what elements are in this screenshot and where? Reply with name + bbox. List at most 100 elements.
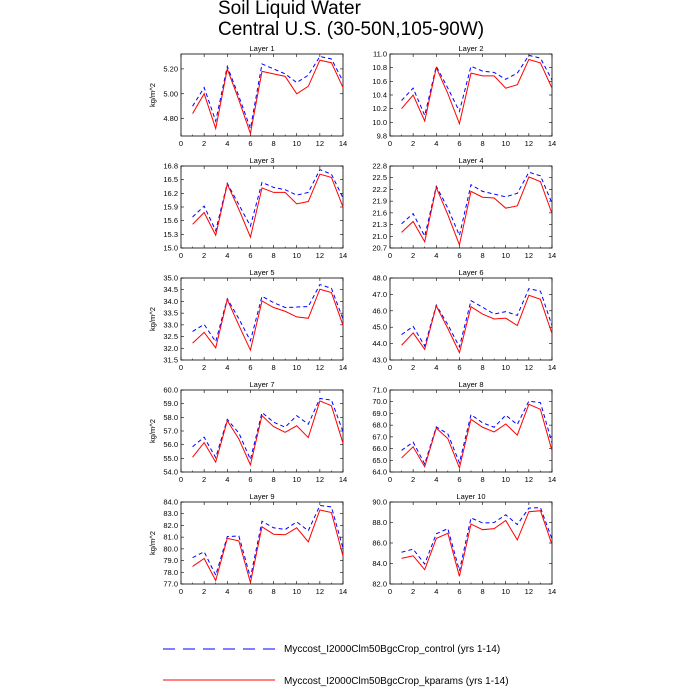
layer-9-ytick-label: 83.0 <box>163 509 178 518</box>
layer-10-xtick-label: 6 <box>457 587 461 596</box>
layer-5-ytick-label: 31.5 <box>163 356 178 365</box>
layer-1-xtick-label: 14 <box>339 139 347 148</box>
layer-1-title: Layer 1 <box>249 44 274 53</box>
layer-2-xtick-label: 0 <box>388 139 392 148</box>
layer-10-ytick-label: 86.0 <box>372 539 387 548</box>
title-line-1: Soil Liquid Water <box>218 0 361 19</box>
layer-3-xtick-label: 0 <box>179 251 183 260</box>
layer-5-ytick-label: 33.0 <box>163 320 178 329</box>
layer-1-ytick-label: 4.80 <box>163 114 178 123</box>
layer-1-ytick-label: 5.20 <box>163 64 178 73</box>
layer-3-series-control <box>192 169 344 233</box>
layer-1-ylabel: kg/m^2 <box>148 83 157 107</box>
layer-1-xtick-label: 12 <box>316 139 324 148</box>
layer-2-ytick-label: 10.8 <box>372 63 387 72</box>
layer-4-xtick-label: 8 <box>480 251 484 260</box>
layer-8-ytick-label: 64.0 <box>372 468 387 477</box>
layer-7-ytick-label: 57.0 <box>163 427 178 436</box>
layer-8-series-kparams <box>401 403 553 470</box>
layer-3-ytick-label: 16.2 <box>163 189 178 198</box>
layer-6-ytick-label: 47.0 <box>372 290 387 299</box>
layer-9-ylabel: kg/m^2 <box>148 531 157 555</box>
layer-5-xtick-label: 4 <box>225 363 229 372</box>
layer-9-xtick-label: 2 <box>202 587 206 596</box>
layer-2-ytick-label: 10.6 <box>372 77 387 86</box>
page-title: Soil Liquid Water Central U.S. (30-50N,1… <box>218 0 484 40</box>
layer-3-ytick-label: 15.6 <box>163 216 178 225</box>
layer-7-xtick-label: 14 <box>339 475 347 484</box>
layer-2-xtick-label: 12 <box>525 139 533 148</box>
layer-8-panel: Layer 8 0 2 4 6 8 10 12 14 64.0 65.0 66.0 67.0 68.0 69… <box>372 380 556 484</box>
layer-10-xtick-label: 14 <box>548 587 556 596</box>
layer-2-ytick-label: 10.4 <box>372 91 387 100</box>
layer-9-ytick-label: 78.0 <box>163 568 178 577</box>
layer-10-xtick-label: 4 <box>434 587 438 596</box>
layer-4-ytick-label: 20.7 <box>372 244 387 253</box>
layer-9-ytick-label: 84.0 <box>163 498 178 507</box>
layer-5-ytick-label: 34.5 <box>163 285 178 294</box>
layer-2-ytick-label: 11.0 <box>373 50 387 59</box>
layer-10-panel: Layer 10 0 2 4 6 8 10 12 14 82.0 84.0 86.0 88.0 90.0 <box>372 492 556 596</box>
layer-2-xtick-label: 14 <box>548 139 556 148</box>
layer-1-series-kparams <box>192 59 344 136</box>
layer-6-ytick-label: 43.0 <box>372 356 387 365</box>
layer-5-xtick-label: 8 <box>271 363 275 372</box>
layer-1-xtick-label: 0 <box>179 139 183 148</box>
layer-7-xtick-label: 10 <box>293 475 301 484</box>
layer-1-xtick-label: 4 <box>225 139 229 148</box>
layer-8-series-control <box>401 400 553 466</box>
layer-10-ytick-label: 84.0 <box>372 559 387 568</box>
layer-7-ytick-label: 55.0 <box>163 454 178 463</box>
layer-8-ytick-label: 65.0 <box>372 456 387 465</box>
layer-3-ytick-label: 16.8 <box>163 162 178 171</box>
layer-7-xtick-label: 4 <box>225 475 229 484</box>
layer-5-xtick-label: 14 <box>339 363 347 372</box>
layer-7-series-kparams <box>192 400 344 467</box>
layer-10-xtick-label: 12 <box>525 587 533 596</box>
layer-2-xtick-label: 8 <box>480 139 484 148</box>
layer-2-xtick-label: 4 <box>434 139 438 148</box>
layer-10-xtick-label: 10 <box>502 587 510 596</box>
layer-2-title: Layer 2 <box>458 44 483 53</box>
layer-8-ytick-label: 66.0 <box>372 444 387 453</box>
layer-7-xtick-label: 2 <box>202 475 206 484</box>
layer-9-panel: Layer 9 0 2 4 6 8 10 12 14 77.0 78.0 79.0 80.0 81.0 82… <box>148 492 347 596</box>
layer-1-xtick-label: 10 <box>293 139 301 148</box>
layer-7-xtick-label: 0 <box>179 475 183 484</box>
layer-7-ytick-label: 60.0 <box>163 386 178 395</box>
layer-7-ytick-label: 59.0 <box>163 399 178 408</box>
layer-5-ytick-label: 32.5 <box>163 332 178 341</box>
layer-4-xtick-label: 14 <box>548 251 556 260</box>
layer-9-ytick-label: 81.0 <box>163 533 178 542</box>
layer-10-xtick-label: 2 <box>411 587 415 596</box>
layer-4-panel: Layer 4 0 2 4 6 8 10 12 14 20.7 21.0 21.3 21.6 21.9 22… <box>372 156 556 260</box>
layer-9-xtick-label: 4 <box>225 587 229 596</box>
layer-10-series-control <box>401 507 553 571</box>
layer-9-xtick-label: 8 <box>271 587 275 596</box>
layer-5-xtick-label: 0 <box>179 363 183 372</box>
layer-8-xtick-label: 14 <box>548 475 556 484</box>
layer-10-xtick-label: 8 <box>480 587 484 596</box>
layer-2-xtick-label: 10 <box>502 139 510 148</box>
layer-10-series-kparams <box>401 510 553 577</box>
layer-2-series-control <box>401 54 553 118</box>
layer-7-title: Layer 7 <box>249 380 274 389</box>
layer-9-ytick-label: 77.0 <box>163 580 178 589</box>
layer-5-xtick-label: 10 <box>293 363 301 372</box>
layer-4-ytick-label: 22.8 <box>372 162 387 171</box>
layer-3-ytick-label: 15.9 <box>163 203 178 212</box>
layer-4-ytick-label: 22.2 <box>372 185 387 194</box>
layer-7-ytick-label: 56.0 <box>163 440 178 449</box>
layer-4-xtick-label: 4 <box>434 251 438 260</box>
layer-3-xtick-label: 2 <box>202 251 206 260</box>
layer-6-ytick-label: 46.0 <box>372 306 387 315</box>
layer-8-xtick-label: 4 <box>434 475 438 484</box>
legend-label-control: Myccost_I2000Clm50BgcCrop_control (yrs 1… <box>284 644 500 655</box>
layer-8-xtick-label: 8 <box>480 475 484 484</box>
layer-5-series-kparams <box>192 288 344 352</box>
layer-5-ytick-label: 34.0 <box>163 297 178 306</box>
layer-3-series-kparams <box>192 173 344 239</box>
layer-7-ylabel: kg/m^2 <box>148 419 157 443</box>
layer-4-series-control <box>401 171 553 238</box>
